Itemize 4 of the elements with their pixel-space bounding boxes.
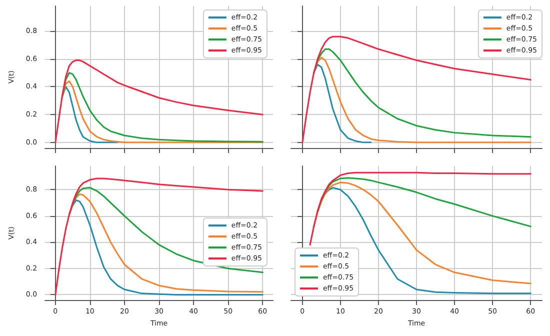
line-series xyxy=(68,186,264,274)
line-series xyxy=(54,60,264,144)
line-series xyxy=(62,86,118,144)
line-series xyxy=(54,178,264,296)
